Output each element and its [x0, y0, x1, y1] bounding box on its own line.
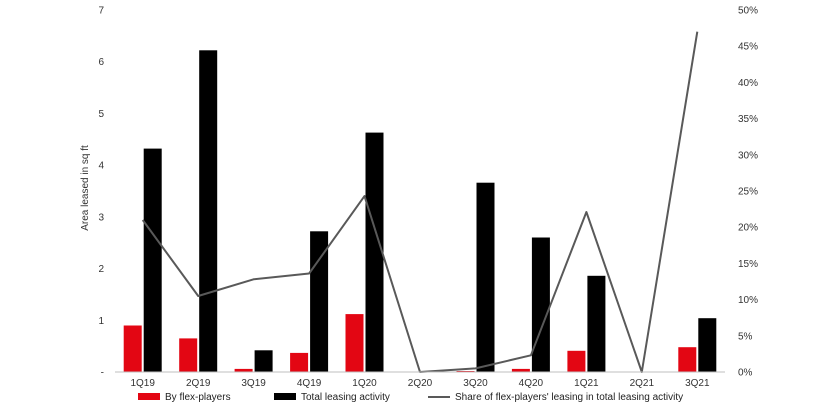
share-series-line — [141, 31, 699, 373]
right-tick-label: 45% — [738, 42, 758, 53]
legend-label-flex: By flex-players — [165, 392, 231, 403]
left-tick-label: - — [101, 368, 104, 379]
x-tick-label: 2Q21 — [630, 378, 655, 389]
flex-bar-2Q19 — [179, 338, 198, 372]
x-tick-label: 2Q20 — [408, 378, 433, 389]
right-tick-label: 40% — [738, 78, 758, 89]
x-axis-ticks: 1Q19 2Q19 3Q19 4Q19 1Q20 2Q20 3Q20 4Q20 1Q21 2Q21… — [130, 378, 710, 389]
flex-bar-3Q21 — [678, 347, 697, 372]
flex-bar-4Q19 — [290, 352, 309, 372]
right-tick-label: 30% — [738, 150, 758, 161]
right-tick-label: 0% — [738, 368, 753, 379]
x-tick-label: 3Q21 — [685, 378, 710, 389]
total-bar-3Q20 — [476, 182, 495, 372]
flex-bar-1Q21 — [567, 350, 586, 372]
left-tick-label: 7 — [98, 6, 104, 17]
right-tick-label: 20% — [738, 223, 758, 234]
left-axis-ticks: - 1 2 3 4 5 6 7 — [98, 6, 104, 379]
total-bar-1Q20 — [365, 132, 384, 372]
right-tick-label: 10% — [738, 295, 758, 306]
total-bar-2Q19 — [199, 50, 218, 373]
total-bar-1Q19 — [143, 148, 162, 372]
flex-bar-4Q20 — [511, 368, 530, 372]
x-tick-label: 4Q19 — [297, 378, 322, 389]
x-tick-label: 1Q19 — [130, 378, 155, 389]
total-bar-3Q19 — [254, 350, 273, 372]
left-tick-label: 4 — [98, 161, 104, 172]
left-tick-label: 2 — [98, 264, 104, 275]
legend-label-total: Total leasing activity — [301, 392, 390, 403]
right-tick-label: 35% — [738, 114, 758, 125]
total-bar-4Q20 — [531, 237, 550, 372]
flex-bar-1Q19 — [123, 325, 142, 372]
right-axis-ticks: 0% 5% 10% 15% 20% 25% 30% 35% 40% 45% 50% — [738, 6, 758, 379]
x-tick-label: 1Q20 — [352, 378, 377, 389]
right-tick-label: 25% — [738, 187, 758, 198]
flex-bar-1Q20 — [345, 314, 364, 372]
x-tick-label: 1Q21 — [574, 378, 599, 389]
right-tick-label: 50% — [738, 6, 758, 17]
right-tick-label: 15% — [738, 259, 758, 270]
total-bar-3Q21 — [698, 318, 717, 372]
x-tick-label: 2Q19 — [186, 378, 211, 389]
left-tick-label: 6 — [98, 57, 104, 68]
right-tick-label: 5% — [738, 331, 753, 342]
x-tick-label: 4Q20 — [519, 378, 544, 389]
left-tick-label: 3 — [98, 212, 104, 223]
legend-swatch-total — [274, 393, 296, 400]
x-tick-label: 3Q20 — [463, 378, 488, 389]
legend-swatch-flex — [138, 393, 160, 400]
total-bar-1Q21 — [587, 275, 606, 372]
left-tick-label: 5 — [98, 109, 104, 120]
bars-layer — [123, 50, 717, 373]
legend: By flex-players Total leasing activity S… — [138, 392, 683, 403]
left-tick-label: 1 — [98, 316, 104, 327]
x-tick-label: 3Q19 — [241, 378, 266, 389]
legend-label-share: Share of flex-players' leasing in total … — [455, 392, 683, 403]
flex-bar-3Q19 — [234, 368, 253, 372]
y-axis-title: Area leased in sq ft — [80, 145, 91, 231]
